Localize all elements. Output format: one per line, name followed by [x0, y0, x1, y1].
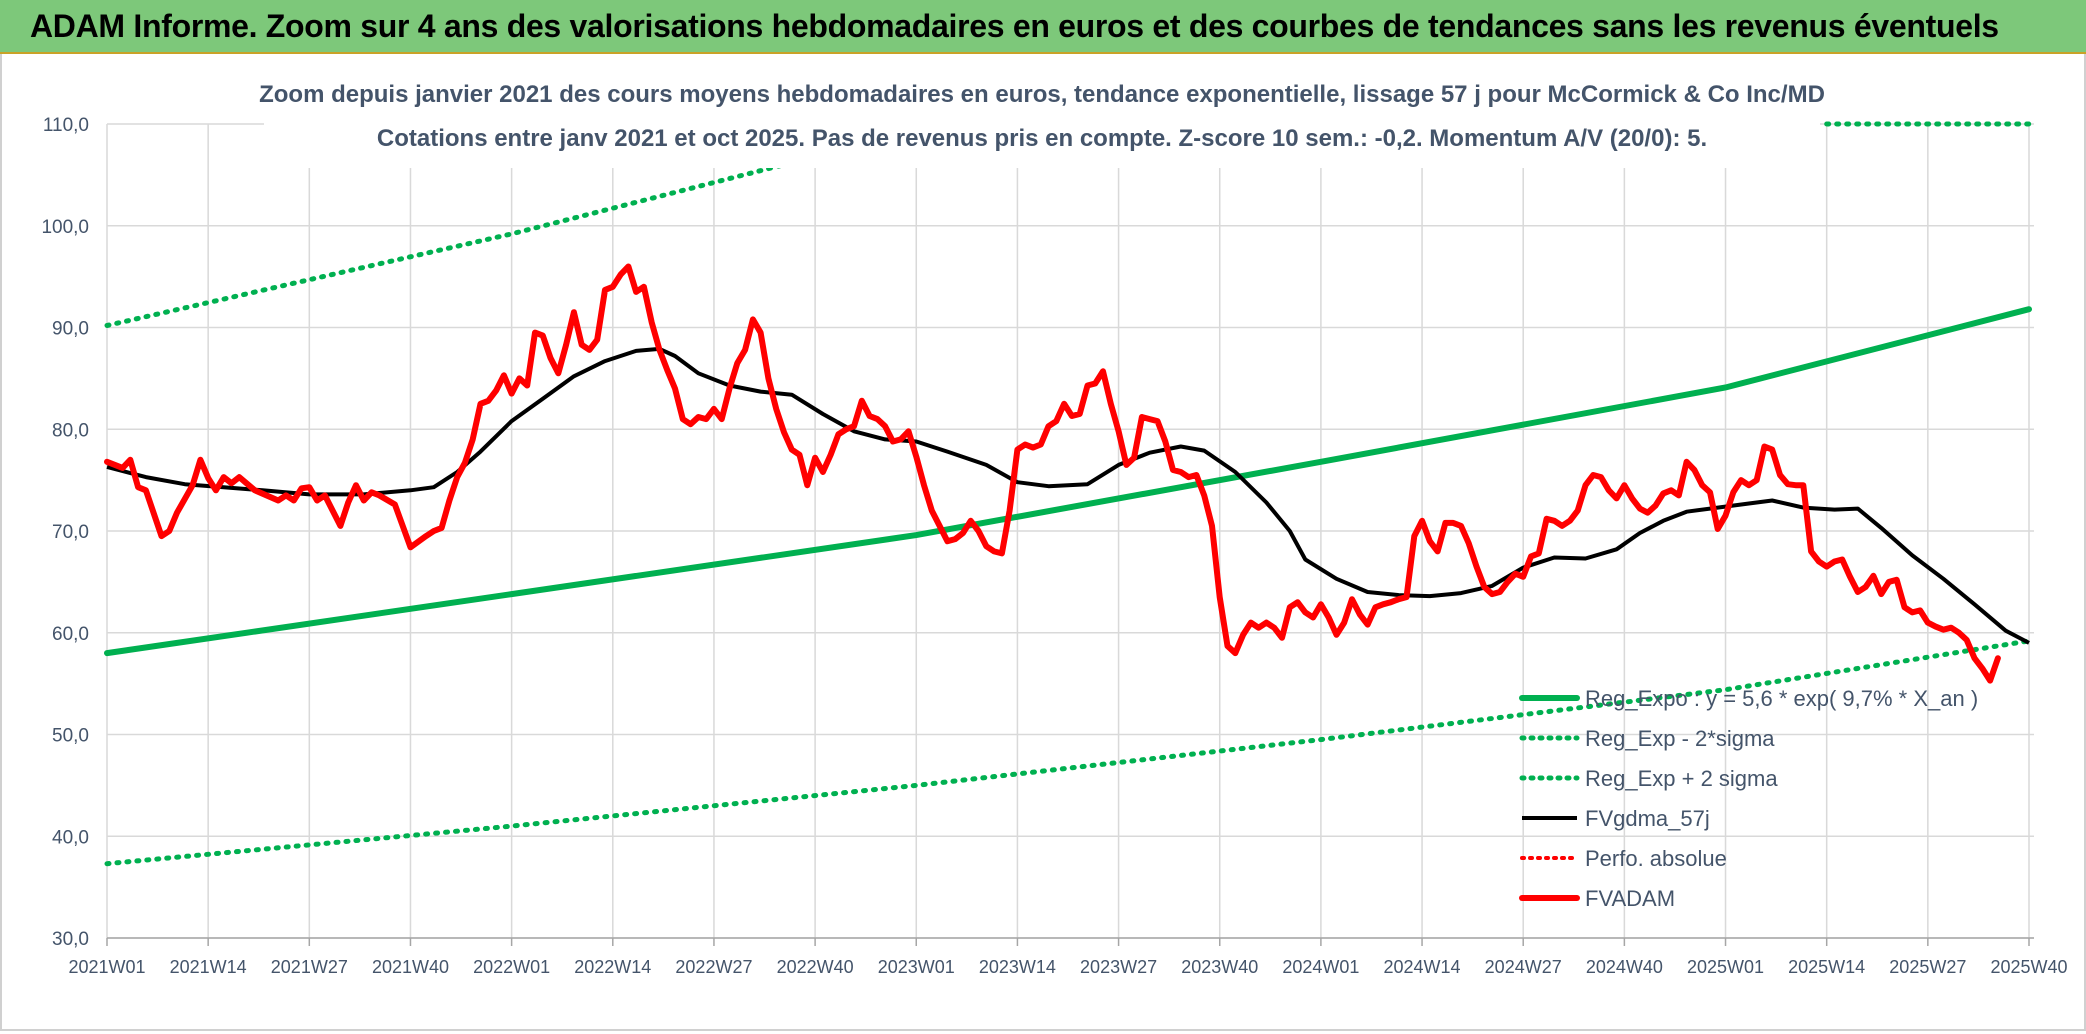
header-banner: ADAM Informe. Zoom sur 4 ans des valoris…: [0, 0, 2086, 54]
y-tick-label: 70,0: [52, 522, 89, 543]
legend: Reg_Expo : y = 5,6 * exp( 9,7% * X_an ) R…: [1519, 686, 1978, 911]
y-tick-label: 40,0: [52, 827, 89, 848]
y-tick-label: 50,0: [52, 726, 89, 747]
x-tick-label: 2022W40: [777, 957, 854, 977]
x-tick-label: 2022W14: [574, 957, 651, 977]
chart-title-line1: Zoom depuis janvier 2021 des cours moyen…: [259, 81, 1825, 108]
y-axis-ticks: 30,0 40,0 50,0 60,0 70,0 80,0 90,0 100,0 110,0: [41, 115, 89, 950]
series-layer: [104, 121, 2032, 867]
series-fvgdma-57j: [106, 346, 2030, 645]
x-tick-label: 2024W40: [1586, 957, 1663, 977]
y-tick-label: 110,0: [43, 115, 89, 136]
chart-title-line2: Cotations entre janv 2021 et oct 2025. P…: [377, 125, 1707, 152]
legend-label: Reg_Expo : y = 5,6 * exp( 9,7% * X_an ): [1585, 686, 1978, 711]
x-tick-label: 2024W01: [1282, 957, 1359, 977]
x-tick-label: 2025W14: [1788, 957, 1865, 977]
series-reg-exp-minus-2sigma: [104, 638, 2032, 867]
x-tick-label: 2023W40: [1181, 957, 1258, 977]
y-tick-label: 30,0: [52, 929, 89, 950]
x-tick-label: 2025W27: [1889, 957, 1966, 977]
legend-label: Reg_Exp + 2 sigma: [1585, 766, 1778, 791]
series-reg-exp-plus-2sigma: [104, 162, 787, 328]
grid: [106, 123, 2034, 946]
legend-label: Perfo. absolue: [1585, 846, 1727, 871]
x-tick-label: 2023W14: [979, 957, 1056, 977]
legend-label: FVgdma_57j: [1585, 806, 1710, 831]
y-tick-label: 80,0: [52, 420, 89, 441]
x-tick-label: 2023W27: [1080, 957, 1157, 977]
series-reg-expo: [104, 306, 2032, 657]
x-tick-label: 2021W40: [372, 957, 449, 977]
x-tick-label: 2021W27: [271, 957, 348, 977]
x-tick-label: 2022W01: [473, 957, 550, 977]
chart: Zoom depuis janvier 2021 des cours moyen…: [41, 58, 2068, 977]
x-tick-label: 2022W27: [675, 957, 752, 977]
x-tick-label: 2021W01: [68, 957, 145, 977]
x-tick-label: 2023W01: [878, 957, 955, 977]
legend-label: FVADAM: [1585, 886, 1675, 911]
x-tick-label: 2025W40: [1990, 957, 2067, 977]
x-tick-label: 2024W27: [1485, 957, 1562, 977]
series-fvadam: [104, 263, 2001, 684]
y-tick-label: 90,0: [52, 319, 89, 340]
chart-title-background: [264, 58, 1820, 168]
x-tick-label: 2025W01: [1687, 957, 1764, 977]
y-tick-label: 60,0: [52, 624, 89, 645]
chart-frame: Zoom depuis janvier 2021 des cours moyen…: [0, 54, 2086, 1031]
page-title: ADAM Informe. Zoom sur 4 ans des valoris…: [30, 8, 1999, 44]
x-axis-ticks: 2021W01 2021W14 2021W27 2021W40 2022W01 2022W…: [68, 957, 2067, 977]
x-tick-label: 2024W14: [1384, 957, 1461, 977]
x-tick-label: 2021W14: [170, 957, 247, 977]
y-tick-label: 100,0: [41, 217, 89, 238]
legend-label: Reg_Exp - 2*sigma: [1585, 726, 1775, 751]
